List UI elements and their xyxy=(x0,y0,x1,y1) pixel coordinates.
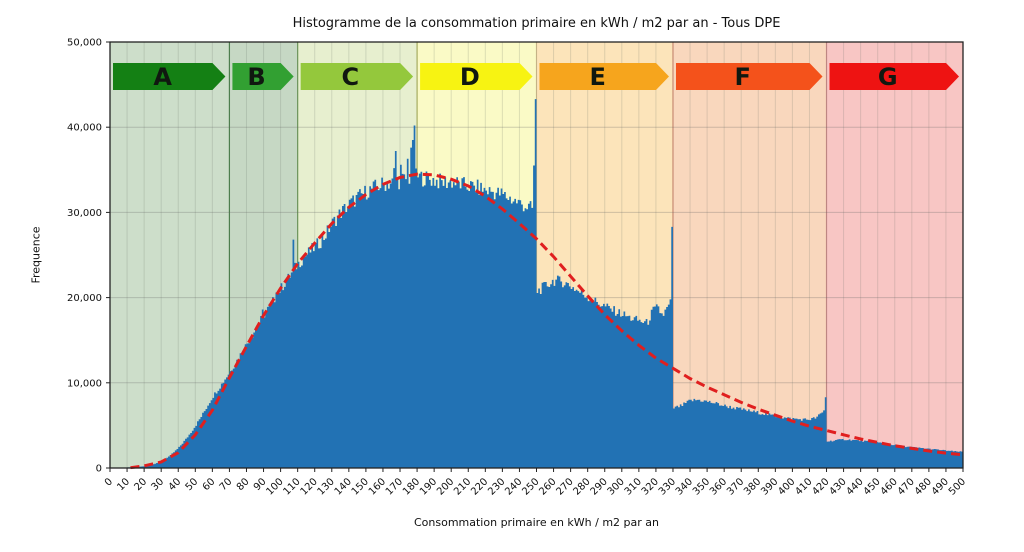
x-tick-label: 250 xyxy=(520,476,541,497)
x-axis-label: Consommation primaire en kWh / m2 par an xyxy=(413,516,660,529)
x-tick-label: 260 xyxy=(537,476,558,497)
y-tick-label: 30,000 xyxy=(67,208,102,219)
dpe-arrow-C xyxy=(300,63,414,90)
dpe-arrow-label-E: E xyxy=(590,63,606,91)
x-tick-label: 100 xyxy=(264,476,285,497)
dpe-arrow-label-F: F xyxy=(735,63,751,91)
y-tick-label: 40,000 xyxy=(67,123,102,134)
x-tick-label: 330 xyxy=(657,476,678,497)
x-tick-label: 420 xyxy=(810,476,831,497)
x-tick-label: 110 xyxy=(282,476,303,497)
x-tick-label: 10 xyxy=(115,476,132,493)
dpe-band-G xyxy=(826,42,963,468)
dpe-arrow-label-C: C xyxy=(342,63,360,91)
dpe-arrow-G xyxy=(829,63,959,90)
x-tick-label: 150 xyxy=(350,476,371,497)
x-tick-label: 230 xyxy=(486,476,507,497)
x-tick-label: 380 xyxy=(742,476,763,497)
dpe-band-F xyxy=(672,42,827,468)
histogram-bars xyxy=(110,99,963,468)
dpe-arrow-label-A: A xyxy=(153,63,172,91)
x-tick-label: 220 xyxy=(469,476,490,497)
x-tick-label: 0 xyxy=(103,476,115,488)
dpe-arrow-B xyxy=(232,63,294,90)
x-tick-label: 120 xyxy=(299,476,320,497)
x-tick-label: 370 xyxy=(725,476,746,497)
y-tick-label: 20,000 xyxy=(67,293,102,304)
x-tick-label: 470 xyxy=(896,476,917,497)
x-tick-label: 310 xyxy=(623,476,644,497)
dpe-arrow-label-D: D xyxy=(460,63,480,91)
dpe-arrow-label-B: B xyxy=(247,63,265,91)
dpe-arrow-F xyxy=(675,63,823,90)
x-tick-label: 340 xyxy=(674,476,695,497)
x-tick-label: 50 xyxy=(184,476,201,493)
x-tick-label: 80 xyxy=(235,476,252,493)
x-tick-label: 40 xyxy=(167,476,184,493)
dpe-arrow-D xyxy=(420,63,533,90)
x-tick-label: 460 xyxy=(879,476,900,497)
dpe-arrow-A xyxy=(113,63,226,90)
dpe-band-A xyxy=(110,42,230,468)
x-tick-label: 490 xyxy=(930,476,951,497)
x-tick-label: 190 xyxy=(418,476,439,497)
x-tick-label: 30 xyxy=(150,476,167,493)
x-tick-label: 20 xyxy=(132,476,149,493)
x-tick-label: 210 xyxy=(452,476,473,497)
x-tick-label: 430 xyxy=(827,476,848,497)
x-tick-label: 500 xyxy=(947,476,968,497)
density-curve xyxy=(130,172,964,470)
x-tick-label: 60 xyxy=(201,476,218,493)
x-tick-label: 240 xyxy=(503,476,524,497)
y-tick-label: 50,000 xyxy=(67,38,102,49)
x-tick-label: 170 xyxy=(384,476,405,497)
x-tick-label: 180 xyxy=(401,476,422,497)
x-tick-label: 300 xyxy=(606,476,627,497)
x-tick-label: 350 xyxy=(691,476,712,497)
x-tick-label: 360 xyxy=(708,476,729,497)
x-tick-label: 320 xyxy=(640,476,661,497)
dpe-arrow-E xyxy=(539,63,669,90)
x-tick-label: 400 xyxy=(776,476,797,497)
x-tick-label: 390 xyxy=(759,476,780,497)
x-tick-label: 450 xyxy=(862,476,883,497)
x-tick-label: 410 xyxy=(793,476,814,497)
y-tick-label: 0 xyxy=(96,464,102,475)
x-tick-label: 480 xyxy=(913,476,934,497)
y-tick-label: 10,000 xyxy=(67,378,102,389)
x-tick-label: 70 xyxy=(218,476,235,493)
x-tick-label: 200 xyxy=(435,476,456,497)
chart-title: Histogramme de la consommation primaire … xyxy=(292,16,781,31)
x-tick-label: 280 xyxy=(572,476,593,497)
x-tick-label: 270 xyxy=(554,476,575,497)
x-tick-label: 130 xyxy=(316,476,337,497)
x-tick-label: 140 xyxy=(333,476,354,497)
x-tick-label: 290 xyxy=(589,476,610,497)
dpe-arrow-label-G: G xyxy=(878,63,898,91)
x-tick-label: 160 xyxy=(367,476,388,497)
x-tick-label: 440 xyxy=(844,476,865,497)
